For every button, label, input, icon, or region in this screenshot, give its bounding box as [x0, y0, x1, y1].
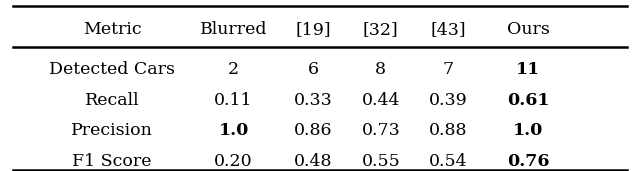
Text: 8: 8	[375, 61, 387, 78]
Text: 2: 2	[228, 61, 239, 78]
Text: 7: 7	[442, 61, 454, 78]
Text: 0.20: 0.20	[214, 153, 253, 170]
Text: 11: 11	[516, 61, 540, 78]
Text: 1.0: 1.0	[218, 122, 249, 139]
Text: 0.88: 0.88	[429, 122, 467, 139]
Text: 0.54: 0.54	[429, 153, 467, 170]
Text: 0.61: 0.61	[507, 91, 549, 109]
Text: 0.55: 0.55	[362, 153, 400, 170]
Text: [19]: [19]	[296, 21, 332, 38]
Text: [32]: [32]	[363, 21, 399, 38]
Text: Precision: Precision	[71, 122, 153, 139]
Text: [43]: [43]	[430, 21, 466, 38]
Text: 0.33: 0.33	[294, 91, 333, 109]
Text: Blurred: Blurred	[200, 21, 268, 38]
Text: Detected Cars: Detected Cars	[49, 61, 175, 78]
Text: F1 Score: F1 Score	[72, 153, 152, 170]
Text: Ours: Ours	[507, 21, 549, 38]
Text: 0.76: 0.76	[507, 153, 549, 170]
Text: 1.0: 1.0	[513, 122, 543, 139]
Text: 0.11: 0.11	[214, 91, 253, 109]
Text: 6: 6	[308, 61, 319, 78]
Text: Metric: Metric	[83, 21, 141, 38]
Text: 0.39: 0.39	[429, 91, 467, 109]
Text: 0.44: 0.44	[362, 91, 400, 109]
Text: Recall: Recall	[84, 91, 140, 109]
Text: 0.48: 0.48	[294, 153, 333, 170]
Text: 0.86: 0.86	[294, 122, 333, 139]
Text: 0.73: 0.73	[362, 122, 400, 139]
